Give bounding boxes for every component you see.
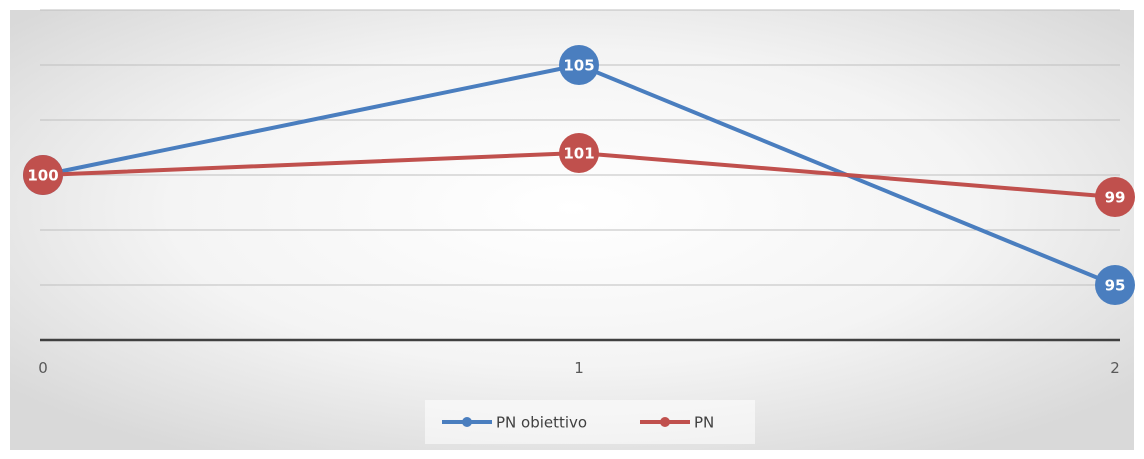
series-markers: 1001059510010199 bbox=[23, 45, 1135, 305]
data-label: 100 bbox=[27, 167, 58, 185]
legend-entry: PN bbox=[694, 414, 714, 432]
data-label: 99 bbox=[1105, 189, 1126, 207]
x-tick-label: 1 bbox=[574, 359, 584, 377]
data-label: 95 bbox=[1105, 277, 1126, 295]
data-point bbox=[1095, 265, 1135, 305]
legend-swatch-marker bbox=[462, 417, 472, 427]
data-point bbox=[23, 155, 63, 195]
data-point bbox=[559, 133, 599, 173]
legend: PN obiettivo PN bbox=[425, 400, 755, 444]
data-point bbox=[1095, 177, 1135, 217]
legend-swatch-marker bbox=[660, 417, 670, 427]
x-tick-label: 2 bbox=[1110, 359, 1120, 377]
x-axis: 0 1 2 bbox=[38, 338, 1120, 377]
data-label: 105 bbox=[563, 57, 594, 75]
legend-entry: PN obiettivo bbox=[496, 414, 587, 432]
data-point bbox=[559, 45, 599, 85]
data-label: 101 bbox=[563, 145, 594, 163]
gridlines bbox=[40, 9, 1120, 286]
x-tick-label: 0 bbox=[38, 359, 48, 377]
